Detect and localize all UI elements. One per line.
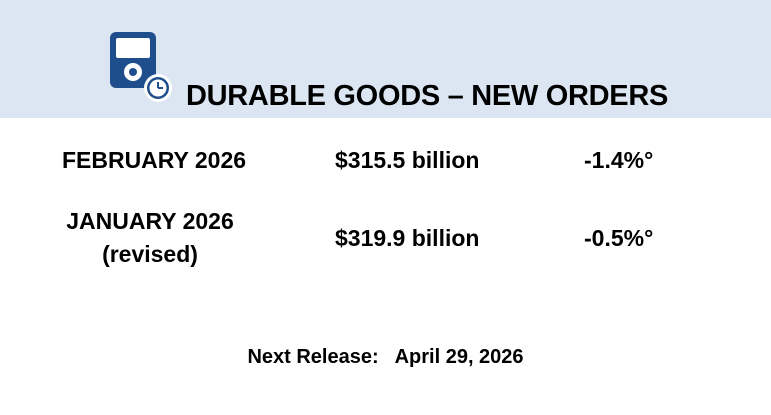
page-title: DURABLE GOODS – NEW ORDERS (186, 80, 669, 112)
percent-change-feb: -1.4%° (584, 147, 654, 173)
period-label-feb: FEBRUARY 2026 (34, 144, 274, 177)
period-name: JANUARY 2026 (66, 208, 234, 234)
period-label-jan: JANUARY 2026 (revised) (30, 205, 270, 271)
revised-note: (revised) (102, 241, 198, 267)
next-release-label: Next Release: (247, 346, 379, 368)
orders-value-jan: $319.9 billion (335, 225, 480, 251)
percent-change-jan: -0.5%° (584, 225, 654, 251)
period-name: FEBRUARY 2026 (61, 147, 247, 173)
ipod-clock-icon (110, 32, 172, 102)
next-release-date: April 29, 2026 (394, 346, 524, 368)
orders-value-feb: $315.5 billion (335, 147, 480, 173)
next-release: Next Release: April 29, 2026 (0, 342, 771, 372)
